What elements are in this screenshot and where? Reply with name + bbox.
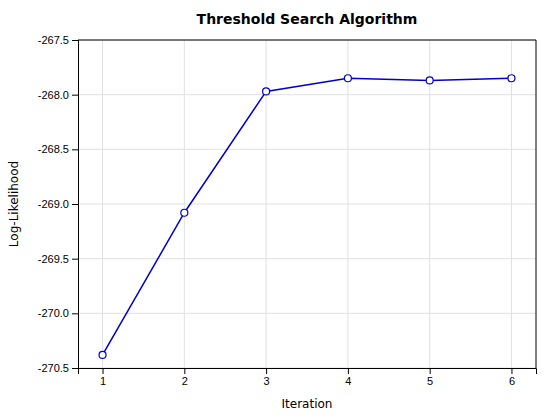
tick: -267.5 (38, 34, 78, 46)
tick-mark (511, 368, 512, 374)
tick: -268.5 (38, 143, 78, 155)
tick: 2 (182, 368, 188, 387)
series (99, 75, 515, 359)
point (99, 351, 106, 358)
x-axis: 1 2 3 4 5 6 (79, 368, 537, 387)
frame (536, 40, 537, 368)
grid-line (78, 94, 536, 95)
axis-line (79, 369, 537, 375)
tick-label: -269.5 (38, 253, 69, 265)
tick-mark (266, 368, 267, 374)
grid (78, 40, 536, 368)
tick-mark (430, 368, 431, 374)
tick-mark (103, 368, 104, 374)
tick-label: 2 (182, 375, 188, 387)
grid-line (78, 313, 536, 314)
tick: 3 (264, 368, 270, 387)
y-axis-title: Log-Likelihood (7, 161, 21, 247)
tick-label: 1 (100, 375, 106, 387)
tick: -270.0 (38, 307, 78, 319)
tick-label: 6 (509, 375, 515, 387)
point (344, 75, 351, 82)
tick-mark (348, 368, 349, 374)
axis-line (72, 41, 79, 369)
line (103, 78, 512, 355)
tick: 4 (345, 368, 351, 387)
point (426, 77, 433, 84)
tick: 6 (509, 368, 515, 387)
point (181, 209, 188, 216)
tick-mark (72, 40, 78, 41)
tick-label: 4 (345, 375, 351, 387)
grid-line (78, 149, 536, 150)
tick-mark (72, 313, 78, 314)
tick-label: -268.5 (38, 143, 69, 155)
tick-mark (72, 95, 78, 96)
tick-label: -270.0 (38, 307, 69, 319)
title: Threshold Search Algorithm (197, 11, 418, 27)
grid-line (78, 258, 536, 259)
point (263, 88, 270, 95)
tick: -268.0 (38, 89, 78, 101)
y-axis: -270.5 -270.0 -269.5 -269.0 -268.5 -268.0 -267… (38, 34, 79, 374)
chart: 1 2 3 4 5 6 -270.5 -270.0 -269.5 -269.0 -268.5 -268… (0, 0, 560, 420)
tick: 1 (100, 368, 106, 387)
tick-label: -270.5 (38, 362, 69, 374)
tick-label: 5 (427, 375, 433, 387)
plot-area: 1 2 3 4 5 6 -270.5 -270.0 -269.5 -269.0 -268.5 -268… (38, 34, 537, 387)
tick: -270.5 (38, 362, 78, 374)
grid-line (78, 204, 536, 205)
tick-mark (72, 368, 78, 369)
tick-label: 3 (264, 375, 270, 387)
tick-label: -268.0 (38, 89, 69, 101)
tick-label: -267.5 (38, 34, 69, 46)
tick: 5 (427, 368, 433, 387)
tick-mark (184, 368, 185, 374)
tick: -269.0 (38, 198, 78, 210)
tick-mark (72, 149, 78, 150)
tick-mark (72, 259, 78, 260)
tick-mark (72, 204, 78, 205)
x-axis-title: Iteration (282, 397, 333, 411)
grid-line (78, 40, 536, 41)
frame (78, 40, 536, 41)
tick: -269.5 (38, 253, 78, 265)
tick-label: -269.0 (38, 198, 69, 210)
point (508, 75, 515, 82)
